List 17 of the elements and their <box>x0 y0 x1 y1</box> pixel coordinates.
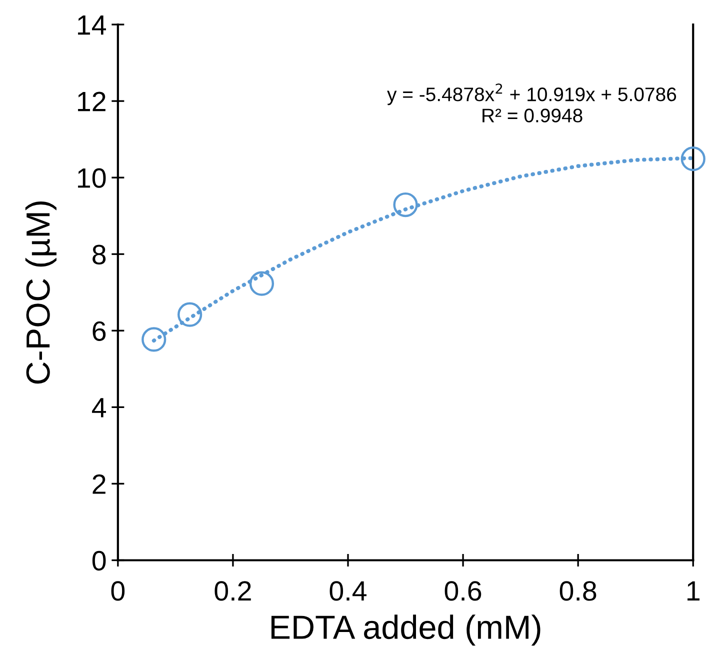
x-tick-label: 0 <box>111 581 125 601</box>
y-tick-label: 2 <box>92 474 106 494</box>
x-tick-label: 0.4 <box>330 581 366 601</box>
y-axis-title: C-POC (µM) <box>25 202 56 384</box>
x-tick-label: 1 <box>688 581 700 601</box>
y-tick-label: 10 <box>78 168 106 188</box>
y-tick-label: 8 <box>92 244 106 264</box>
y-tick-label: 6 <box>92 321 106 341</box>
x-tick-label: 0.2 <box>214 581 251 601</box>
y-tick-label: 12 <box>78 92 106 112</box>
y-tick-label: 14 <box>78 15 106 35</box>
y-tick-label: 4 <box>92 398 106 418</box>
x-tick-label: 0.8 <box>560 581 596 601</box>
annotation: y = -5.4878x$^{2}$ + 10.919x + 5.0786 R² = 0.9948 <box>387 84 676 122</box>
y-tick-label: 0 <box>92 550 106 571</box>
x-tick-label: 0.6 <box>444 581 482 601</box>
x-axis-title: EDTA added (mM) <box>271 614 540 646</box>
